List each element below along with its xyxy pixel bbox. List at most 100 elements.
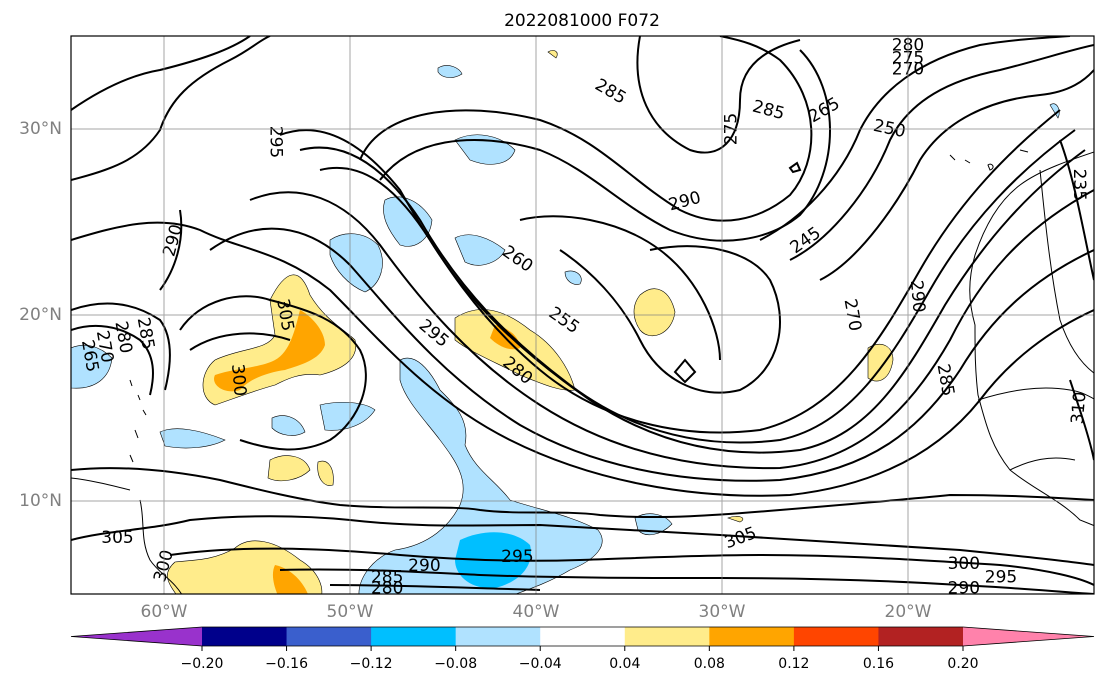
contour-label-group: 310 bbox=[1068, 391, 1091, 425]
contour-label: 290 bbox=[948, 578, 980, 598]
colorbar-tick-label: 0.12 bbox=[778, 656, 809, 672]
shade-negative-central-large bbox=[358, 357, 603, 594]
contour-west-1 bbox=[71, 36, 271, 181]
contour-label: 305 bbox=[101, 528, 133, 548]
contour-label-group: 285 bbox=[371, 567, 403, 587]
contour-jet-1 bbox=[279, 109, 1061, 434]
contour-label-group: 290 bbox=[906, 279, 929, 313]
contour-label-group: 290 bbox=[948, 578, 980, 598]
coast-lesser-antilles bbox=[129, 379, 147, 463]
colorbar-segment bbox=[624, 627, 710, 646]
contour-label-group: 300 bbox=[227, 363, 250, 397]
contour-west-2 bbox=[71, 36, 251, 111]
contour-jet-3 bbox=[319, 149, 1086, 454]
lon-label-60w: 60°W bbox=[141, 602, 188, 622]
contour-label-group: 235 bbox=[1069, 169, 1089, 201]
contour-west-5 bbox=[71, 324, 154, 396]
coast-africa-border1 bbox=[977, 387, 1094, 401]
shade-negative-mid1 bbox=[319, 401, 376, 431]
lat-label-10n: 10°N bbox=[19, 491, 62, 511]
lon-label-40w: 40°W bbox=[513, 602, 560, 622]
contour-label: 280 bbox=[371, 578, 403, 598]
shade-negative-mid3 bbox=[159, 428, 226, 449]
contour-east-1 bbox=[1059, 139, 1094, 281]
contour-trough-1 bbox=[559, 245, 781, 394]
colorbar-tick-label: 0.16 bbox=[863, 656, 894, 672]
shade-negative-mid2 bbox=[271, 415, 306, 436]
lon-axis-labels: 60°W 50°W 40°W 30°W 20°W bbox=[141, 602, 932, 622]
colorbar-tick-label: 0.20 bbox=[947, 656, 978, 672]
contour-label-group: 290 bbox=[408, 556, 440, 576]
contour-label: 290 bbox=[906, 279, 929, 313]
lon-label-50w: 50°W bbox=[327, 602, 374, 622]
contour-closed-2 bbox=[788, 161, 802, 174]
contour-label: 295 bbox=[501, 547, 533, 567]
lat-label-30n: 30°N bbox=[19, 119, 62, 139]
contour-label: 235 bbox=[1069, 169, 1089, 201]
shade-negative-north2 bbox=[454, 234, 506, 266]
colorbar-tick-label: 0.04 bbox=[609, 656, 640, 672]
contour-west-4 bbox=[71, 302, 171, 391]
contour-label-group: 295 bbox=[266, 126, 286, 158]
shade-positive-south-core bbox=[272, 565, 308, 594]
lat-axis-labels: 10°N 20°N 30°N bbox=[19, 119, 62, 511]
gridlines bbox=[71, 36, 1094, 594]
colorbar-segment bbox=[371, 627, 457, 646]
map-panel: 2952902852852752652502802752702902452602… bbox=[70, 35, 1095, 598]
contour-east-2 bbox=[1069, 379, 1094, 461]
coast-africa-border3 bbox=[1039, 169, 1094, 374]
contour-label-group: 305 bbox=[101, 528, 133, 548]
map-frame bbox=[70, 35, 1095, 595]
colorbar: −0.20 −0.16 −0.12 −0.08 −0.04 0.04 0.08 0.12 0.1… bbox=[70, 626, 1095, 672]
colorbar-extend-low bbox=[71, 627, 202, 646]
shade-negative-small5 bbox=[1049, 103, 1060, 119]
colorbar-segment bbox=[286, 627, 372, 646]
colorbar-segment bbox=[455, 627, 541, 646]
colorbar-tick-label: −0.08 bbox=[434, 656, 477, 672]
coast-caribbean bbox=[71, 477, 183, 594]
colorbar-tick-label: 0.08 bbox=[694, 656, 725, 672]
shade-negative-small4 bbox=[564, 270, 582, 285]
contour-label: 295 bbox=[266, 126, 286, 158]
colorbar-segment bbox=[878, 627, 964, 646]
contour-west-6 bbox=[179, 295, 367, 451]
contour-closed-1 bbox=[673, 358, 697, 384]
contour-label: 300 bbox=[948, 554, 980, 574]
contour-north-5 bbox=[789, 44, 1094, 261]
lon-label-20w: 20°W bbox=[885, 602, 932, 622]
contour-label: 290 bbox=[408, 556, 440, 576]
shade-negative-east-small bbox=[634, 513, 673, 536]
colorbar-segment bbox=[709, 627, 795, 646]
lon-label-30w: 30°W bbox=[699, 602, 746, 622]
chart-title: 2022081000 F072 bbox=[504, 11, 660, 31]
colorbar-tick-label: −0.20 bbox=[181, 656, 224, 672]
contour-south-3 bbox=[169, 547, 1094, 586]
colorbar-segment bbox=[202, 627, 288, 646]
shade-positive-east1 bbox=[633, 288, 676, 336]
shade-negative-west1 bbox=[329, 233, 383, 293]
shading-layer bbox=[71, 50, 1060, 594]
contour-label-group: 295 bbox=[985, 567, 1017, 587]
contour-south-1 bbox=[71, 467, 1094, 519]
shade-negative-west2 bbox=[383, 196, 433, 247]
shade-positive-tiny bbox=[547, 50, 558, 59]
contour-west-7 bbox=[189, 332, 291, 351]
contour-north-1 bbox=[359, 36, 813, 222]
colorbar-segment bbox=[540, 627, 626, 646]
coast-africa bbox=[969, 151, 1094, 527]
colorbar-tick-label: −0.16 bbox=[265, 656, 308, 672]
contour-north-3 bbox=[636, 36, 801, 154]
contour-jet-2 bbox=[299, 129, 1076, 444]
lat-label-20n: 20°N bbox=[19, 305, 62, 325]
colorbar-tick-label: −0.04 bbox=[519, 656, 562, 672]
shade-negative-west-edge bbox=[71, 345, 113, 389]
contour-label-group: 300 bbox=[948, 554, 980, 574]
shade-positive-west-core bbox=[214, 310, 325, 392]
contour-label: 300 bbox=[227, 363, 250, 397]
contour-trough-2 bbox=[519, 215, 721, 361]
shade-positive-tiny2 bbox=[727, 516, 744, 523]
shade-positive-small2 bbox=[317, 460, 334, 486]
contour-label-group: 280 bbox=[371, 578, 403, 598]
contour-label: 310 bbox=[1068, 391, 1091, 425]
